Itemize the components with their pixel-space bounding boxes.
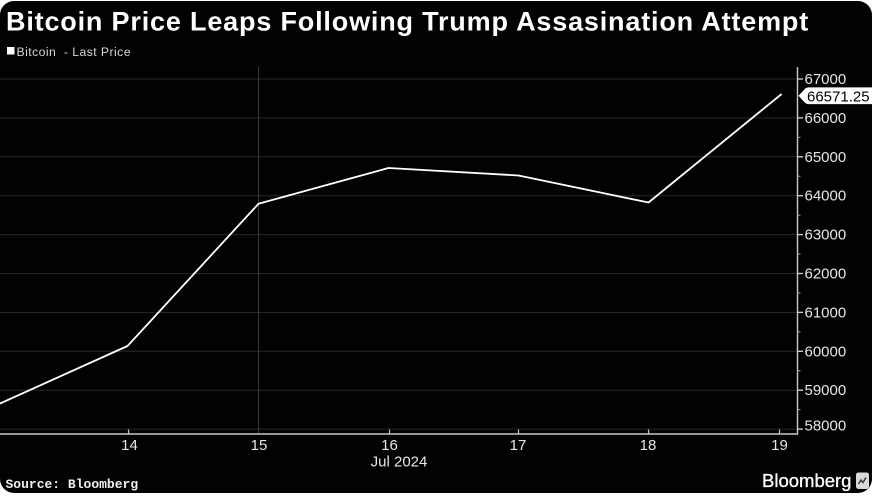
- svg-text:Bloomberg: Bloomberg: [762, 470, 851, 491]
- svg-text:Source: Bloomberg: Source: Bloomberg: [6, 477, 139, 492]
- svg-text:58000: 58000: [805, 418, 847, 435]
- svg-text:66000: 66000: [805, 110, 847, 127]
- svg-text:63000: 63000: [805, 227, 847, 244]
- svg-text:17: 17: [510, 437, 527, 454]
- svg-text:62000: 62000: [805, 266, 847, 283]
- svg-text:60000: 60000: [805, 343, 847, 360]
- svg-text:19: 19: [771, 437, 788, 454]
- svg-text:66571.25: 66571.25: [807, 89, 870, 106]
- svg-text:14: 14: [121, 437, 138, 454]
- svg-text:16: 16: [381, 437, 398, 454]
- svg-text:Bitcoin Price Leaps Following: Bitcoin Price Leaps Following Trump Assa…: [6, 7, 809, 37]
- svg-text:15: 15: [251, 437, 268, 454]
- svg-text:67000: 67000: [805, 71, 847, 88]
- svg-text:18: 18: [640, 437, 657, 454]
- svg-text:65000: 65000: [805, 149, 847, 166]
- svg-text:61000: 61000: [805, 304, 847, 321]
- svg-text:Jul 2024: Jul 2024: [371, 454, 428, 471]
- svg-text:59000: 59000: [805, 382, 847, 399]
- svg-text:Bitcoin - Last Price: Bitcoin - Last Price: [17, 45, 131, 59]
- svg-text:64000: 64000: [805, 188, 847, 205]
